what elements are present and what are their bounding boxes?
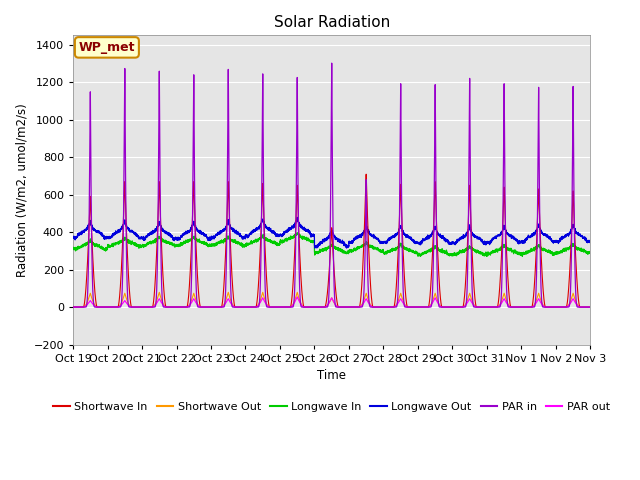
X-axis label: Time: Time xyxy=(317,369,346,382)
Text: WP_met: WP_met xyxy=(79,41,135,54)
Title: Solar Radiation: Solar Radiation xyxy=(273,15,390,30)
Legend: Shortwave In, Shortwave Out, Longwave In, Longwave Out, PAR in, PAR out: Shortwave In, Shortwave Out, Longwave In… xyxy=(49,397,614,416)
Y-axis label: Radiation (W/m2, umol/m2/s): Radiation (W/m2, umol/m2/s) xyxy=(15,103,28,277)
